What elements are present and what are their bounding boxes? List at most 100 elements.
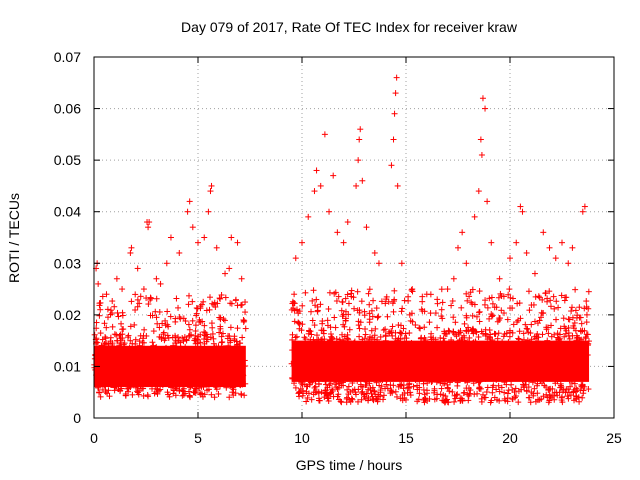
- roti-band-point: [149, 385, 156, 392]
- roti-band-point: [345, 391, 352, 398]
- roti-band-point: [407, 317, 414, 324]
- roti-band-point: [306, 378, 313, 385]
- roti-data-point: [340, 239, 347, 246]
- roti-band-point: [113, 331, 120, 338]
- roti-band-point: [380, 396, 387, 403]
- roti-band-point: [117, 340, 124, 347]
- roti-band-point: [135, 361, 142, 368]
- roti-band-point: [366, 337, 373, 344]
- roti-band-point: [434, 351, 441, 358]
- roti-band-point: [343, 395, 350, 402]
- roti-band-point: [177, 370, 184, 377]
- roti-band-point: [393, 362, 400, 369]
- roti-band-point: [131, 358, 138, 365]
- roti-band-point: [94, 346, 101, 353]
- roti-band-point: [150, 328, 157, 335]
- roti-band-point: [341, 323, 348, 330]
- roti-band-point: [565, 386, 572, 393]
- roti-band-point: [301, 334, 308, 341]
- roti-band-point: [118, 367, 125, 374]
- y-tick-label: 0.01: [54, 358, 81, 374]
- roti-band-point: [311, 384, 318, 391]
- roti-band-point: [522, 378, 529, 385]
- roti-band-point: [208, 320, 215, 327]
- roti-band-point: [189, 298, 196, 305]
- roti-band-point: [366, 310, 373, 317]
- roti-data-point: [311, 188, 318, 195]
- roti-band-point: [578, 336, 585, 343]
- roti-data-point: [317, 182, 324, 189]
- roti-band-point: [383, 346, 390, 353]
- roti-band-point: [459, 339, 466, 346]
- roti-band-point: [448, 375, 455, 382]
- roti-band-point: [406, 353, 413, 360]
- roti-band-point: [474, 369, 481, 376]
- roti-band-point: [299, 381, 306, 388]
- roti-band-point: [475, 334, 482, 341]
- roti-band-point: [93, 319, 100, 326]
- roti-band-point: [193, 312, 200, 319]
- roti-band-point: [369, 361, 376, 368]
- roti-band-point: [118, 385, 125, 392]
- roti-band-point: [544, 324, 551, 331]
- roti-band-point: [208, 391, 215, 398]
- roti-band-point: [384, 313, 391, 320]
- roti-band-point: [483, 340, 490, 347]
- roti-band-point: [240, 318, 247, 325]
- roti-band-point: [467, 289, 474, 296]
- roti-band-point: [373, 379, 380, 386]
- roti-band-point: [320, 351, 327, 358]
- roti-band-point: [438, 385, 445, 392]
- roti-band-point: [449, 362, 456, 369]
- roti-band-point: [154, 348, 161, 355]
- roti-band-point: [428, 378, 435, 385]
- roti-band-point: [417, 341, 424, 348]
- roti-band-point: [237, 368, 244, 375]
- roti-band-point: [239, 356, 246, 363]
- roti-band-point: [412, 359, 419, 366]
- roti-data-point: [434, 296, 441, 303]
- roti-band-point: [519, 371, 526, 378]
- roti-band-point: [106, 393, 113, 400]
- roti-data-point: [186, 198, 193, 205]
- roti-band-point: [407, 373, 414, 380]
- roti-band-point: [421, 324, 428, 331]
- roti-band-point: [123, 362, 130, 369]
- roti-band-point: [293, 333, 300, 340]
- roti-band-point: [431, 385, 438, 392]
- roti-band-point: [210, 335, 217, 342]
- roti-band-point: [443, 331, 450, 338]
- roti-band-point: [342, 315, 349, 322]
- roti-band-point: [299, 321, 306, 328]
- roti-band-point: [158, 365, 165, 372]
- roti-band-point: [486, 327, 493, 334]
- roti-data-point: [205, 208, 212, 215]
- roti-band-point: [203, 331, 210, 338]
- roti-band-point: [154, 320, 161, 327]
- roti-band-point: [465, 328, 472, 335]
- roti-band-point: [578, 355, 585, 362]
- roti-data-point: [355, 157, 362, 164]
- roti-band-point: [423, 357, 430, 364]
- roti-band-point: [364, 376, 371, 383]
- roti-band-point: [402, 361, 409, 368]
- roti-band-point: [152, 308, 159, 315]
- roti-band-point: [389, 323, 396, 330]
- roti-data-point: [569, 244, 576, 251]
- roti-band-point: [398, 308, 405, 315]
- roti-band-point: [585, 305, 592, 312]
- roti-band-point: [402, 396, 409, 403]
- roti-band-point: [110, 374, 117, 381]
- roti-band-point: [559, 399, 566, 406]
- roti-band-point: [320, 330, 327, 337]
- roti-band-point: [310, 287, 317, 294]
- roti-band-point: [148, 346, 155, 353]
- roti-band-point: [365, 290, 372, 297]
- roti-data-point: [392, 90, 399, 97]
- roti-data-point: [134, 265, 141, 272]
- roti-band-point: [188, 331, 195, 338]
- roti-data-point: [423, 291, 430, 298]
- roti-band-point: [290, 358, 297, 365]
- roti-band-point: [215, 367, 222, 374]
- roti-band-point: [394, 337, 401, 344]
